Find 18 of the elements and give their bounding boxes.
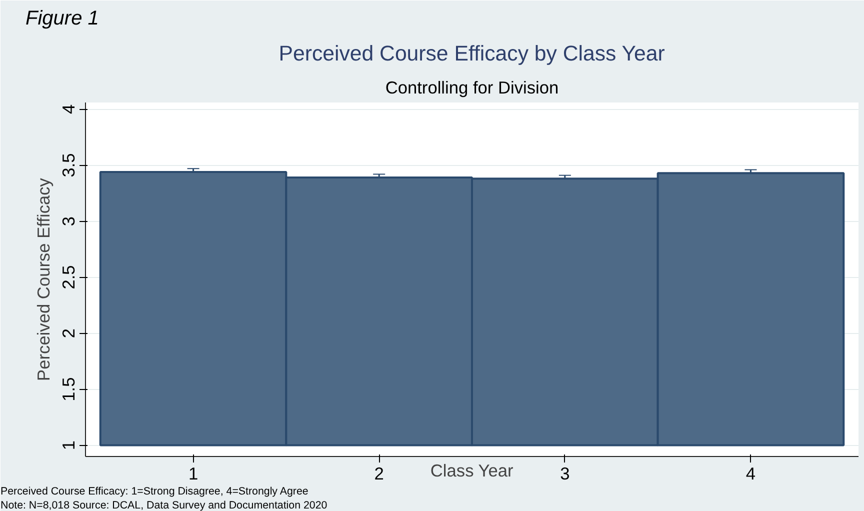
x-tick-label: 3 [560,464,570,484]
y-tick-label: 3 [58,216,78,226]
x-tick-label: 2 [374,464,384,484]
y-tick-label: 1 [58,440,78,450]
text: Note: N=8,018 Source: DCAL, Data Survey and Documentation 2020 [0,500,328,511]
y-tick-label: 2.5 [58,265,78,290]
caption: Figure 1 [26,8,99,30]
y-tick-label: 4 [58,104,78,114]
y-tick-label: 2 [58,328,78,338]
text: Perceived Course Efficacy: 1=Strong Disagree, 4=Strongly Agree [0,486,308,498]
x-tick-label: 1 [188,464,198,484]
x-tick-label: 4 [746,464,756,484]
x-axis-title: Class Year [430,460,514,480]
y-axis-title: Perceived Course Efficacy [34,178,54,381]
chart-title: Perceived Course Efficacy by Class Year [278,42,665,66]
y-tick-label: 3.5 [58,153,78,178]
chart-subtitle: Controlling for Division [385,78,559,98]
y-tick-label: 1.5 [58,377,78,402]
